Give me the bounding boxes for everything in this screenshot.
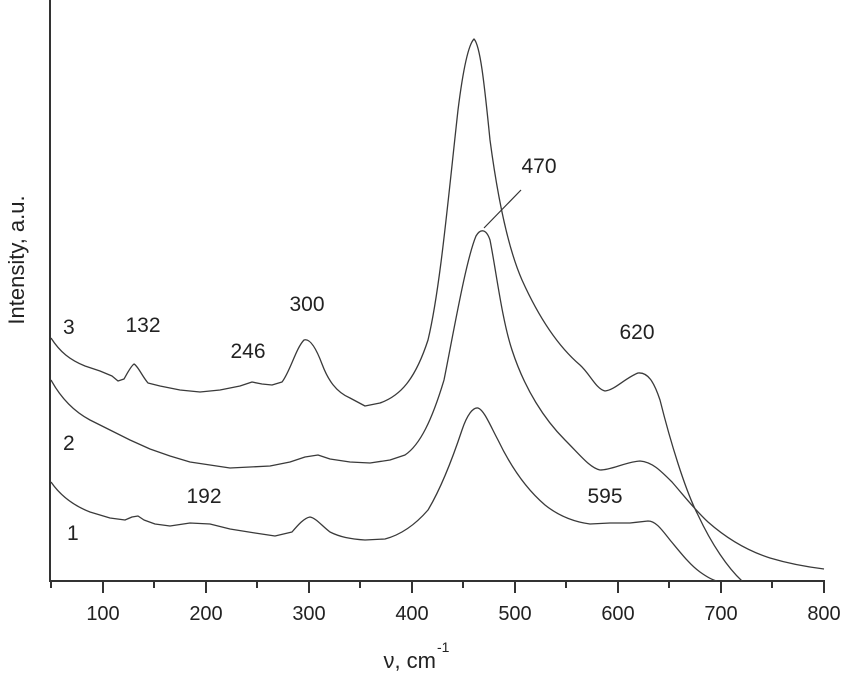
peak-470-label: 470 <box>521 155 556 178</box>
y-axis-title: Intensity, a.u. <box>4 195 29 324</box>
x-tick-label: 700 <box>704 603 737 625</box>
peak-595-label: 595 <box>587 485 622 508</box>
peak-192-label: 192 <box>186 485 221 508</box>
x-tick-labels: 100 200 300 400 500 600 700 800 <box>86 603 840 625</box>
peak-132-label: 132 <box>125 314 160 337</box>
x-tick-label: 500 <box>498 603 531 625</box>
x-tick-label: 600 <box>601 603 634 625</box>
x-axis-title: ν, cm <box>383 648 436 673</box>
x-axis-title-superscript: -1 <box>437 639 450 655</box>
x-tick-label: 800 <box>807 603 840 625</box>
x-tick-label: 300 <box>292 603 325 625</box>
peak-300-label: 300 <box>289 293 324 316</box>
x-tick-label: 400 <box>395 603 428 625</box>
curve-2-label: 2 <box>63 432 75 455</box>
curve-3-label: 3 <box>63 316 75 339</box>
x-tick-label: 200 <box>189 603 222 625</box>
curve-1-label: 1 <box>67 522 79 545</box>
curve-2 <box>50 230 825 570</box>
peak-620-label: 620 <box>619 321 654 344</box>
peak-470-leader-line <box>483 189 522 229</box>
peak-246-label: 246 <box>230 340 265 363</box>
curve-3 <box>50 38 743 582</box>
x-major-ticks <box>102 581 825 593</box>
x-minor-ticks <box>50 581 773 588</box>
curve-1 <box>50 407 718 582</box>
x-tick-label: 100 <box>86 603 119 625</box>
